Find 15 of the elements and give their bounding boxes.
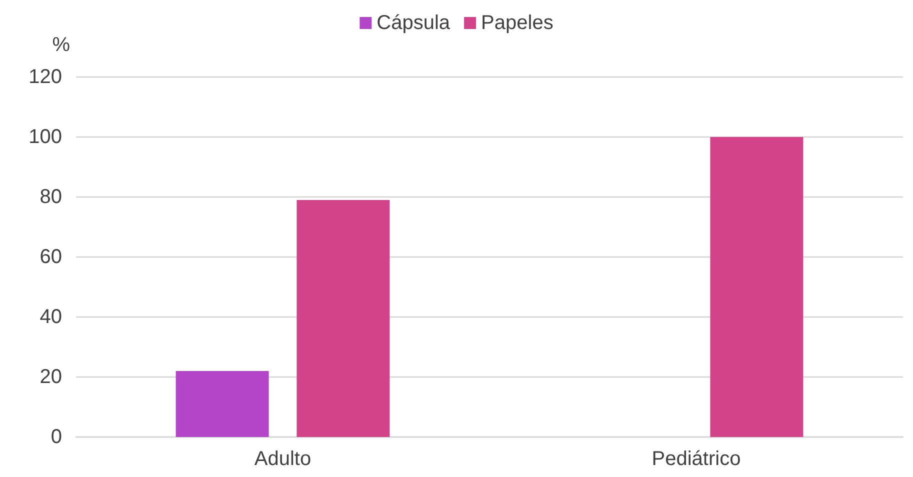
y-axis-title: % [52, 34, 70, 56]
x-tick-label: Pediátrico [652, 448, 741, 470]
y-tick-label: 20 [40, 366, 62, 388]
y-tick-label: 40 [40, 306, 62, 328]
bar [710, 137, 804, 437]
legend-label: Papeles [481, 12, 554, 34]
y-tick-label: 120 [28, 66, 62, 88]
y-tick-label: 100 [28, 126, 62, 148]
y-tick-label: 60 [40, 246, 62, 268]
legend-label: Cápsula [376, 12, 451, 34]
bar [296, 200, 390, 437]
y-tick-label: 0 [50, 426, 62, 448]
y-tick-label: 80 [40, 186, 62, 208]
x-tick-label: Adulto [254, 448, 312, 470]
bar [176, 371, 269, 437]
